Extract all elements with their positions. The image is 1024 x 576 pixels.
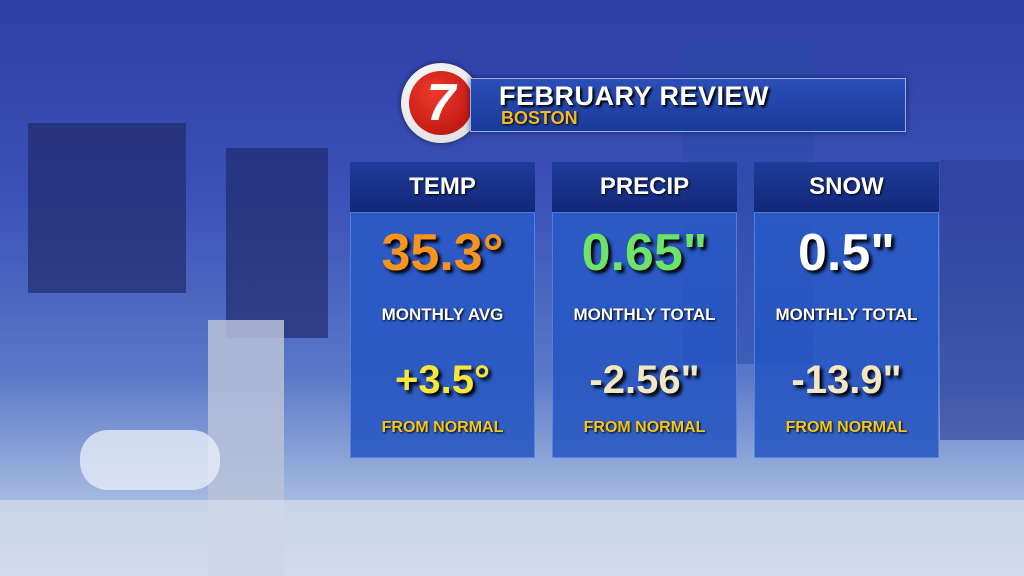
main-value-label: MONTHLY TOTAL <box>775 305 918 324</box>
header-bar: FEBRUARY REVIEW BOSTON <box>470 78 906 132</box>
change-label: FROM NORMAL <box>583 419 706 436</box>
panel-heading: PRECIP <box>552 162 737 212</box>
change-label: FROM NORMAL <box>785 419 908 436</box>
stat-panel: PRECIP 0.65" MONTHLY TOTAL -2.56" FROM NORMA… <box>552 162 737 458</box>
logo: 7 <box>401 63 481 143</box>
main-value-label: MONTHLY AVG <box>381 305 504 324</box>
change-value: -2.56" <box>589 358 700 402</box>
title: FEBRUARY REVIEW <box>499 81 770 111</box>
subtitle: BOSTON <box>501 108 578 128</box>
main-value: 0.5" <box>798 224 895 282</box>
stat-panel: SNOW 0.5" MONTHLY TOTAL -13.9" FROM NORMAL <box>754 162 939 458</box>
panel-body: 35.3° MONTHLY AVG +3.5° FROM NORMAL <box>350 212 535 458</box>
panel-heading: SNOW <box>754 162 939 212</box>
change-value: -13.9" <box>791 358 902 402</box>
main-value: 35.3° <box>381 224 504 282</box>
logo-number: 7 <box>409 71 473 135</box>
main-value-label: MONTHLY TOTAL <box>573 305 716 324</box>
main-value: 0.65" <box>581 224 708 282</box>
panel-body: 0.5" MONTHLY TOTAL -13.9" FROM NORMAL <box>754 212 939 458</box>
panel-heading: TEMP <box>350 162 535 212</box>
change-value: +3.5° <box>395 358 490 402</box>
panel-body: 0.65" MONTHLY TOTAL -2.56" FROM NORMAL <box>552 212 737 458</box>
stat-panel: TEMP 35.3° MONTHLY AVG +3.5° FROM NORMAL <box>350 162 535 458</box>
change-label: FROM NORMAL <box>381 419 504 436</box>
